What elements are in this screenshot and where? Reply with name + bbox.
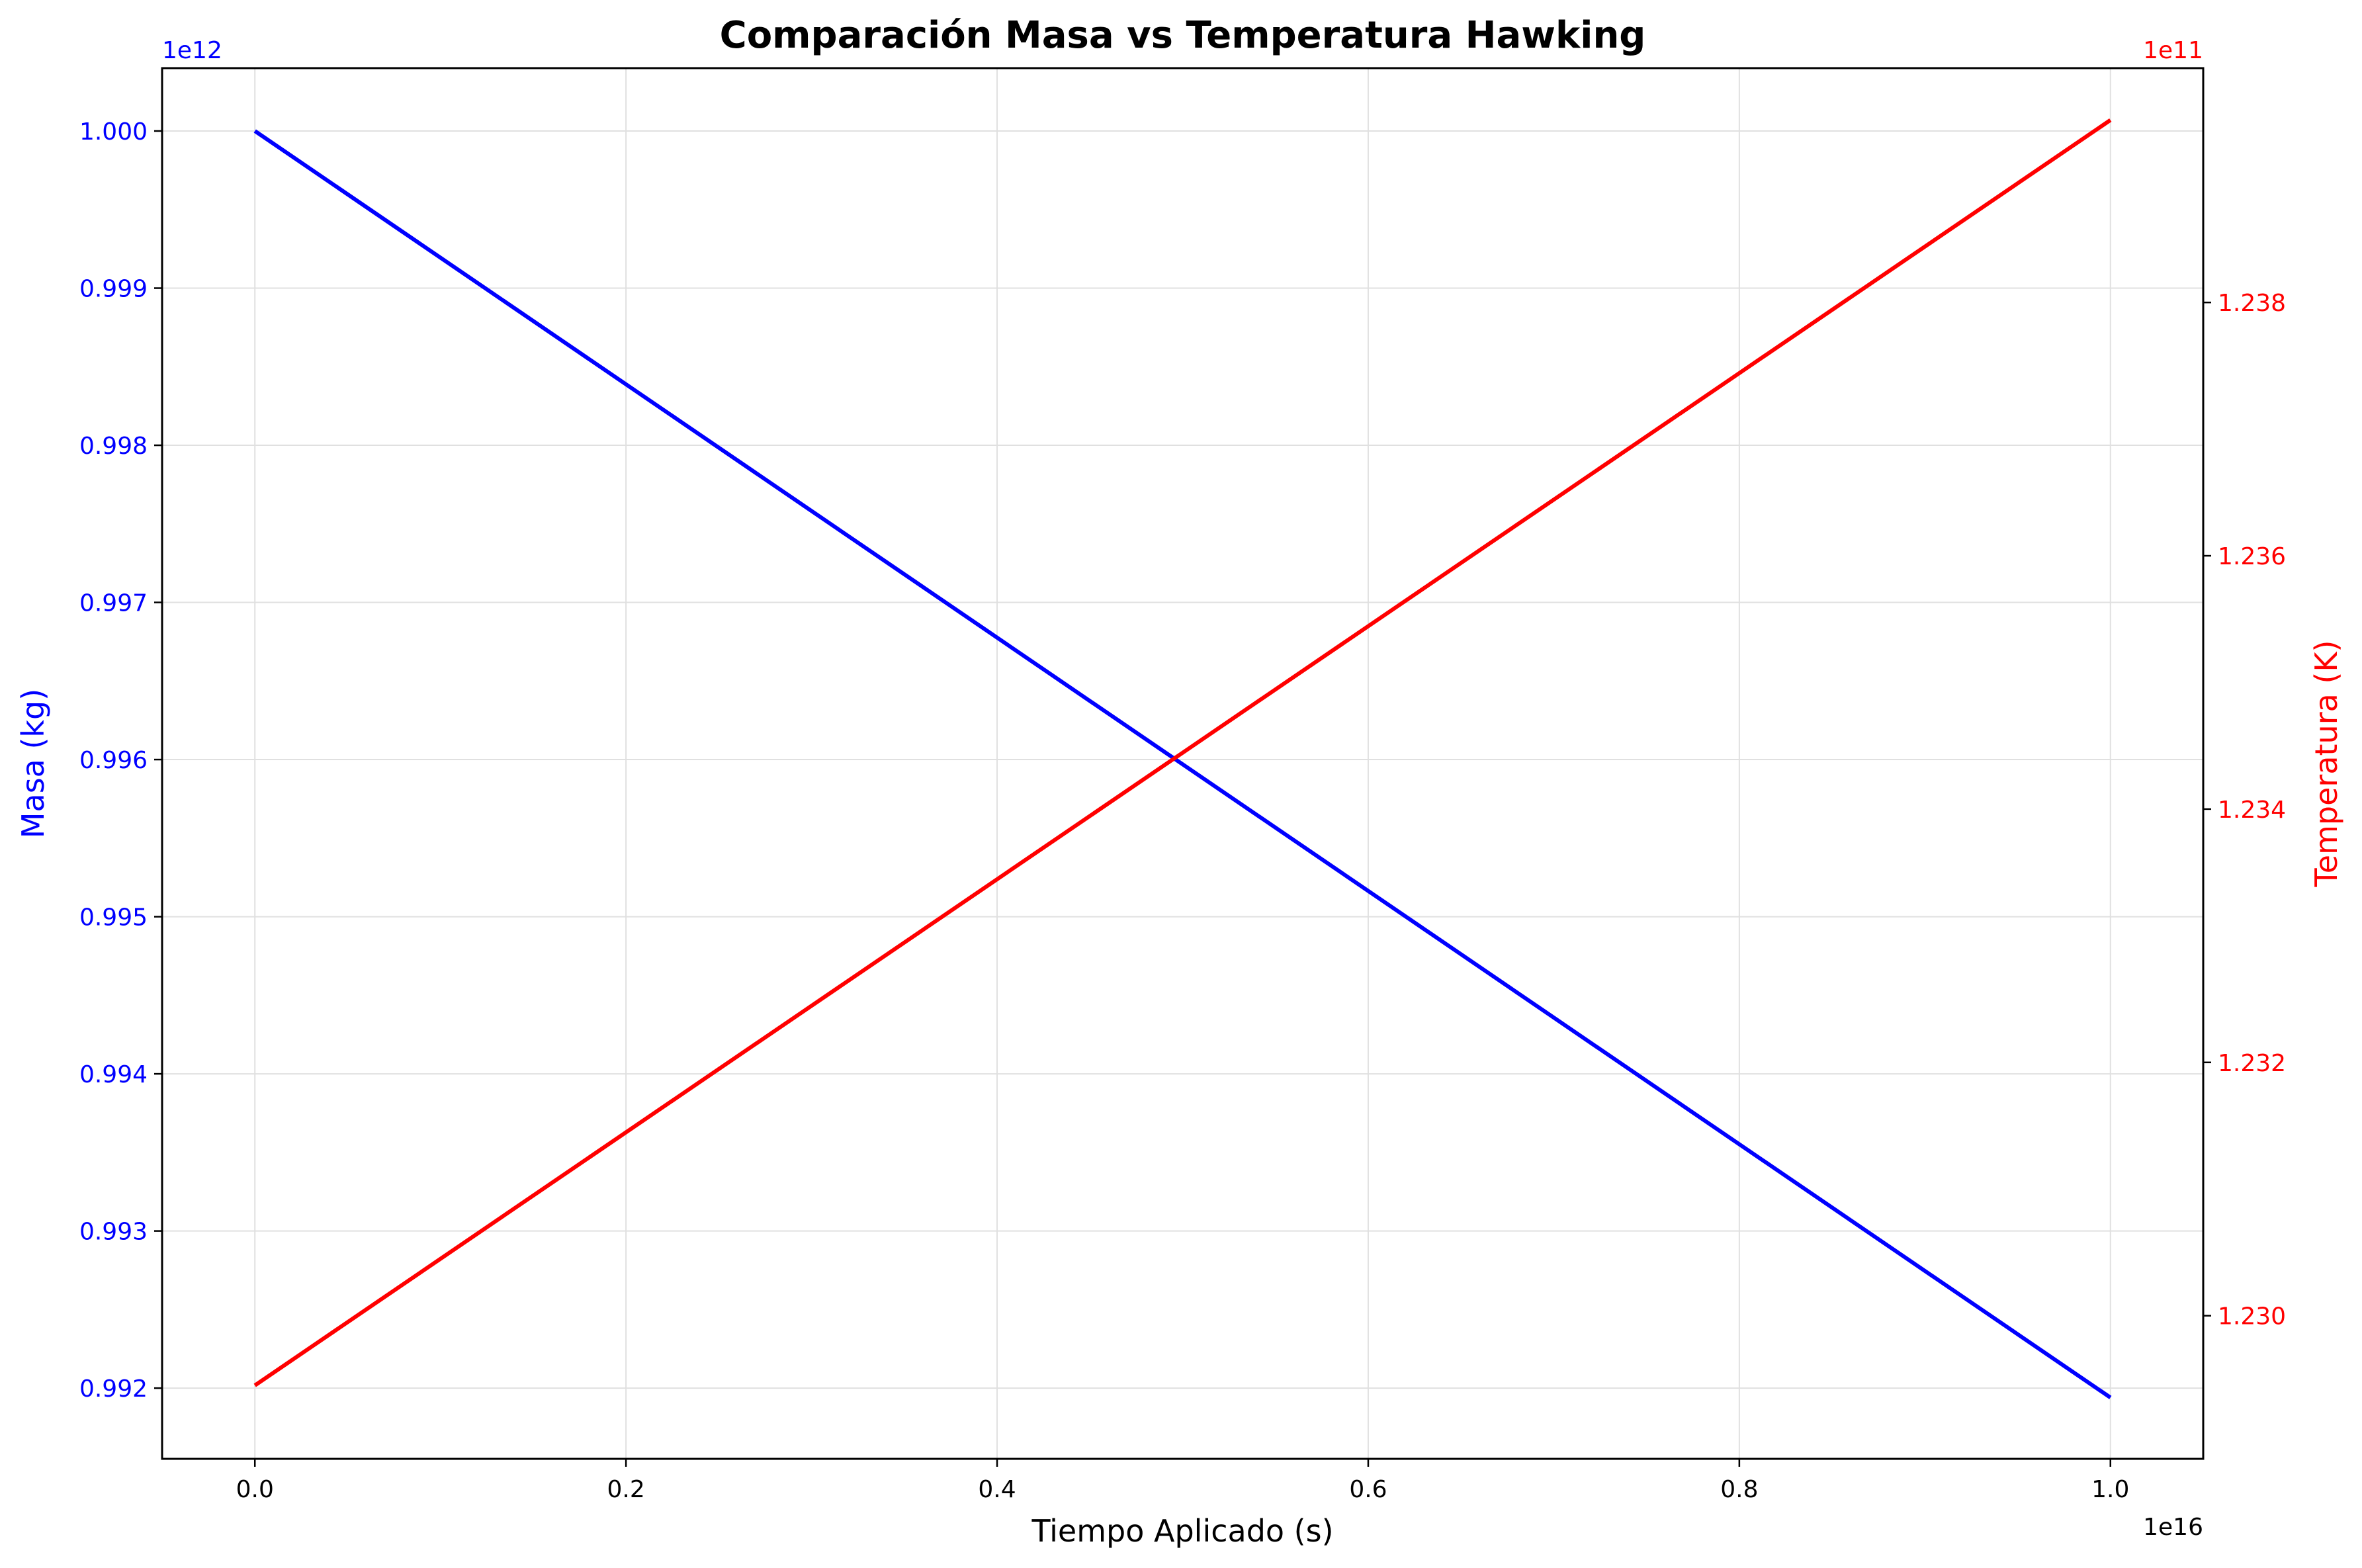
x-tick-label: 0.8 bbox=[1720, 1476, 1758, 1503]
y-left-tick-label: 0.994 bbox=[79, 1061, 148, 1088]
x-tick-label: 0.2 bbox=[607, 1476, 645, 1503]
plot-frame bbox=[161, 67, 2205, 1460]
y-left-axis-title: Masa (kg) bbox=[15, 689, 51, 838]
chart-title: Comparación Masa vs Temperatura Hawking bbox=[720, 14, 1646, 57]
y-left-tick-label: 0.999 bbox=[79, 276, 148, 303]
y-right-axis-title: Temperatura (K) bbox=[2308, 640, 2344, 888]
y-left-tick-label: 1.000 bbox=[79, 118, 148, 146]
x-tick-label: 0.0 bbox=[236, 1476, 274, 1503]
x-offset-label: 1e16 bbox=[2143, 1514, 2203, 1541]
y-left-offset-label: 1e12 bbox=[162, 37, 222, 64]
mass-series-line bbox=[253, 129, 2112, 1399]
x-tick-label: 0.6 bbox=[1349, 1476, 1387, 1503]
y-left-tick-label: 0.995 bbox=[79, 904, 148, 932]
ticks: 0.0 0.2 0.4 0.6 0.8 1.0 0.992 0.993 0.994 0.995 0.… bbox=[79, 118, 2286, 1503]
y-left-tick-label: 0.992 bbox=[79, 1375, 148, 1403]
y-right-tick-label: 1.236 bbox=[2218, 543, 2286, 570]
y-left-tick-label: 0.993 bbox=[79, 1219, 148, 1246]
y-right-tick-label: 1.230 bbox=[2218, 1303, 2286, 1330]
x-tick-label: 1.0 bbox=[2091, 1476, 2129, 1503]
y-right-tick-label: 1.238 bbox=[2218, 290, 2286, 317]
y-right-offset-label: 1e11 bbox=[2143, 37, 2203, 64]
y-right-tick-label: 1.232 bbox=[2218, 1050, 2286, 1077]
y-left-tick-label: 0.998 bbox=[79, 433, 148, 460]
y-left-tick-label: 0.996 bbox=[79, 747, 148, 774]
y-left-tick-label: 0.997 bbox=[79, 590, 148, 617]
y-right-tick-label: 1.234 bbox=[2218, 797, 2286, 824]
x-tick-label: 0.4 bbox=[978, 1476, 1016, 1503]
x-axis-title: Tiempo Aplicado (s) bbox=[1031, 1513, 1333, 1549]
temperature-series-line bbox=[253, 118, 2112, 1387]
series-layer bbox=[253, 118, 2112, 1399]
